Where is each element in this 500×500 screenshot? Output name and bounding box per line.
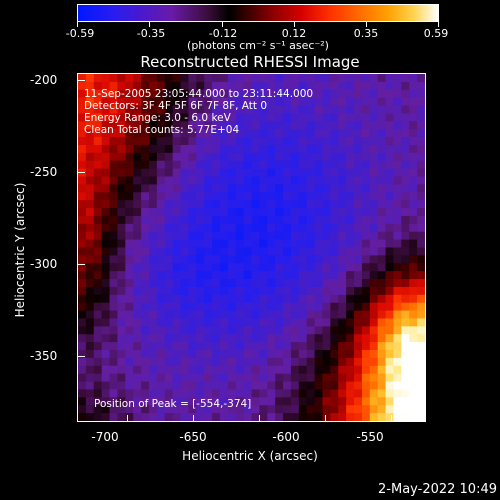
x-axis-label: Heliocentric X (arcsec) xyxy=(182,449,318,463)
y-tick-label: -200 xyxy=(30,73,58,87)
colorbar xyxy=(77,4,439,22)
x-tick-label: -650 xyxy=(179,430,207,444)
y-tick-label: -350 xyxy=(30,349,58,363)
footer-date: 2-May-2022 10:49 xyxy=(378,482,497,497)
x-tick xyxy=(193,415,194,422)
annotation-detectors: Detectors: 3F 4F 5F 6F 7F 8F, Att 0 xyxy=(84,100,268,112)
colorbar-tick-label: -0.59 xyxy=(65,27,95,40)
y-tick xyxy=(78,264,85,265)
y-tick-label: -250 xyxy=(30,165,58,179)
colorbar-tick xyxy=(438,22,439,27)
x-tick-label: -600 xyxy=(272,430,300,444)
y-tick xyxy=(78,356,85,357)
annotation-time-range: 11-Sep-2005 23:05:44.000 to 23:11:44.000 xyxy=(84,88,314,100)
x-tick xyxy=(325,415,326,422)
x-tick-label: -550 xyxy=(356,430,384,444)
image-plot: 11-Sep-2005 23:05:44.000 to 23:11:44.000… xyxy=(77,73,426,422)
colorbar-tick xyxy=(222,22,223,27)
y-tick-label: -300 xyxy=(30,257,58,271)
rhessi-heatmap xyxy=(78,74,425,421)
x-tick-label: -700 xyxy=(91,430,119,444)
colorbar-tick-label: 0.12 xyxy=(281,27,307,40)
y-tick xyxy=(78,80,85,81)
y-tick xyxy=(78,172,85,173)
colorbar-tick xyxy=(294,22,295,27)
y-axis-label: Heliocentric Y (arcsec) xyxy=(13,182,27,318)
colorbar-tick-label: 0.35 xyxy=(353,27,379,40)
annotation-total-counts: Clean Total counts: 5.77E+04 xyxy=(84,124,240,136)
colorbar-gradient xyxy=(78,5,438,21)
colorbar-tick-label: 0.59 xyxy=(423,27,449,40)
x-tick xyxy=(127,415,128,422)
colorbar-tick-label: -0.12 xyxy=(208,27,238,40)
colorbar-tick xyxy=(366,22,367,27)
peak-position-label: Position of Peak = [-554,-374] xyxy=(94,398,252,410)
plot-title: Reconstructed RHESSI Image xyxy=(140,53,360,71)
colorbar-tick-label: -0.35 xyxy=(136,27,166,40)
annotation-energy-range: Energy Range: 3.0 - 6.0 keV xyxy=(84,112,231,124)
colorbar-units-label: (photons cm⁻² s⁻¹ asec⁻²) xyxy=(187,39,329,52)
colorbar-tick xyxy=(77,22,78,27)
x-tick xyxy=(259,415,260,422)
x-tick xyxy=(391,415,392,422)
colorbar-tick xyxy=(149,22,150,27)
